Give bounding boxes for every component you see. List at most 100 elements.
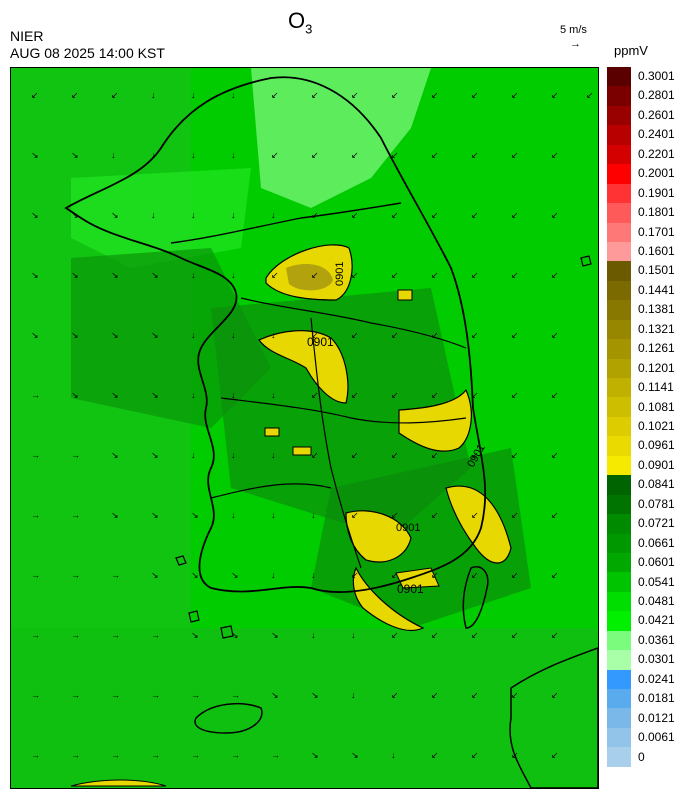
svg-text:↘: ↘: [111, 330, 119, 340]
legend-swatch: [607, 572, 631, 592]
east-islands: [580, 255, 592, 267]
svg-text:↙: ↙: [471, 150, 479, 160]
svg-text:↘: ↘: [191, 510, 199, 520]
svg-text:→: →: [231, 690, 240, 700]
svg-text:↙: ↙: [471, 630, 479, 640]
svg-text:↘: ↘: [151, 570, 159, 580]
svg-text:↙: ↙: [471, 90, 479, 100]
contour-label-2: 0901: [307, 335, 334, 349]
legend-label: 0.0901: [638, 457, 675, 472]
legend-swatch: [607, 144, 631, 165]
legend-swatch: [607, 494, 631, 515]
svg-text:↙: ↙: [391, 150, 399, 160]
svg-text:↙: ↙: [391, 630, 399, 640]
svg-text:↙: ↙: [351, 390, 359, 400]
svg-text:↘: ↘: [151, 270, 159, 280]
high-ozone-area-south: [345, 510, 412, 563]
svg-text:↓: ↓: [191, 390, 196, 400]
legend-swatch: [607, 280, 631, 301]
wind-vector-field: ↙ ↙ ↙ ↓ ↓ ↓ ↙ ↙ ↙ ↙ ↙ ↙ ↙ ↙ ↙ ↘ ↘ ↓ ↓ ↓ ↓ ↙ ↙ ↙ ↙ ↙ ↙ ↙ ↙ ↘ ↘ ↘ ↓ ↓ ↓ ↓ ↙ ↙…: [31, 90, 594, 760]
svg-text:↙: ↙: [431, 210, 439, 220]
legend-swatch: [607, 475, 631, 495]
high-ozone-area-bottom: [70, 779, 167, 787]
svg-text:↙: ↙: [511, 330, 519, 340]
agency-label: NIER: [10, 28, 44, 44]
svg-text:↙: ↙: [311, 270, 319, 280]
svg-text:↙: ↙: [511, 750, 519, 760]
legend-swatch: [607, 164, 631, 184]
legend-label: 0.2801: [638, 88, 675, 103]
ozone-map[interactable]: ↙ ↙ ↙ ↓ ↓ ↓ ↙ ↙ ↙ ↙ ↙ ↙ ↙ ↙ ↙ ↘ ↘ ↓ ↓ ↓ ↓ ↙ ↙ ↙ ↙ ↙ ↙ ↙ ↙ ↘ ↘ ↘ ↓ ↓ ↓ ↓ ↙ ↙…: [10, 67, 599, 789]
svg-text:↙: ↙: [551, 510, 559, 520]
svg-text:→: →: [151, 690, 160, 700]
contour-label-1: 0901: [334, 262, 346, 286]
ozone-map-canvas: ↙ ↙ ↙ ↓ ↓ ↓ ↙ ↙ ↙ ↙ ↙ ↙ ↙ ↙ ↙ ↘ ↘ ↓ ↓ ↓ ↓ ↙ ↙ ↙ ↙ ↙ ↙ ↙ ↙ ↘ ↘ ↘ ↓ ↓ ↓ ↓ ↙ ↙…: [11, 68, 598, 788]
svg-text:↘: ↘: [351, 750, 359, 760]
svg-text:↙: ↙: [511, 270, 519, 280]
svg-text:↘: ↘: [71, 390, 79, 400]
svg-text:→: →: [31, 630, 40, 640]
svg-text:↙: ↙: [511, 90, 519, 100]
svg-text:↙: ↙: [431, 690, 439, 700]
svg-text:↙: ↙: [271, 270, 279, 280]
color-legend: [607, 67, 631, 767]
svg-text:↓: ↓: [311, 630, 316, 640]
svg-text:↙: ↙: [391, 690, 399, 700]
svg-text:↙: ↙: [511, 690, 519, 700]
svg-text:→: →: [271, 750, 280, 760]
svg-text:↓: ↓: [351, 690, 356, 700]
svg-text:↓: ↓: [271, 210, 276, 220]
svg-text:↘: ↘: [111, 510, 119, 520]
svg-text:↙: ↙: [511, 450, 519, 460]
svg-text:↙: ↙: [471, 330, 479, 340]
legend-swatch: [607, 203, 631, 223]
legend-label: 0.0121: [638, 710, 675, 725]
legend-label: 0.0781: [638, 496, 675, 511]
legend-label: 0.1441: [638, 282, 675, 297]
svg-text:↙: ↙: [351, 210, 359, 220]
legend-label: 0.1321: [638, 321, 675, 336]
svg-text:↘: ↘: [271, 630, 279, 640]
svg-text:↙: ↙: [471, 210, 479, 220]
svg-text:→: →: [31, 510, 40, 520]
svg-text:↙: ↙: [431, 330, 439, 340]
legend-swatch: [607, 339, 631, 359]
svg-text:↙: ↙: [511, 390, 519, 400]
map-title: O3: [288, 8, 312, 36]
svg-text:↘: ↘: [71, 270, 79, 280]
high-ozone-area-small-3: [264, 427, 280, 437]
legend-swatch: [607, 300, 631, 320]
svg-text:↙: ↙: [551, 750, 559, 760]
svg-text:↙: ↙: [351, 90, 359, 100]
svg-text:↓: ↓: [191, 90, 196, 100]
timestamp-label: AUG 08 2025 14:00 KST: [10, 45, 165, 61]
svg-text:↙: ↙: [586, 90, 594, 100]
svg-text:↙: ↙: [431, 390, 439, 400]
svg-text:↓: ↓: [191, 450, 196, 460]
svg-text:↘: ↘: [151, 450, 159, 460]
legend-label: 0.0481: [638, 594, 675, 608]
legend-swatch: [607, 222, 631, 242]
legend-label: 0.1701: [638, 224, 675, 239]
legend-label: 0.0301: [638, 652, 675, 667]
title-subscript: 3: [305, 21, 313, 37]
svg-text:↘: ↘: [311, 750, 319, 760]
svg-text:↙: ↙: [551, 330, 559, 340]
svg-text:↙: ↙: [511, 210, 519, 220]
legend-swatch: [607, 514, 631, 534]
svg-text:→: →: [151, 750, 160, 760]
svg-text:↙: ↙: [311, 390, 319, 400]
svg-text:→: →: [31, 450, 40, 460]
svg-text:↙: ↙: [471, 690, 479, 700]
svg-text:↙: ↙: [271, 150, 279, 160]
svg-text:→: →: [71, 630, 80, 640]
svg-text:↙: ↙: [471, 270, 479, 280]
svg-text:↙: ↙: [111, 90, 119, 100]
svg-text:↘: ↘: [191, 630, 199, 640]
legend-swatch: [607, 86, 631, 106]
legend-label: 0.1081: [638, 399, 675, 414]
legend-swatch: [607, 669, 631, 689]
svg-text:↘: ↘: [111, 390, 119, 400]
svg-text:↘: ↘: [71, 210, 79, 220]
svg-text:↙: ↙: [511, 630, 519, 640]
